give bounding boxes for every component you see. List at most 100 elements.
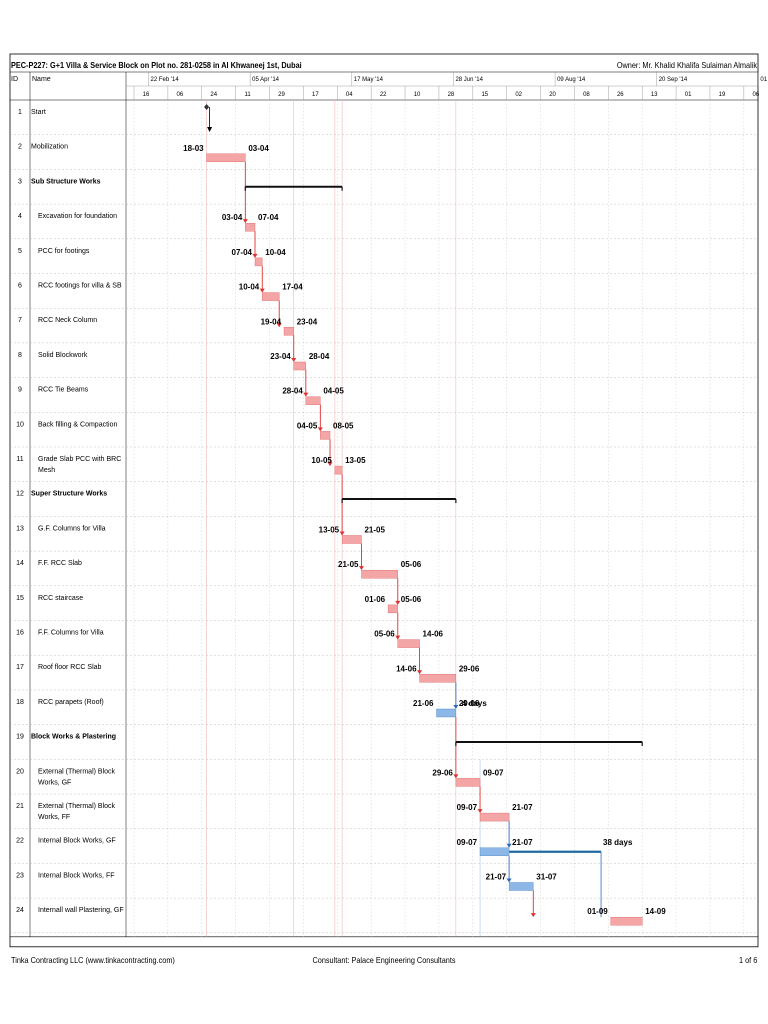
start-date-label: 13-05 — [319, 525, 340, 534]
task-name: Solid Blockwork — [38, 352, 88, 359]
id-column-header: ID — [11, 76, 18, 83]
start-date-label: 05-06 — [374, 630, 395, 639]
critical-task-bar — [397, 639, 420, 648]
task-name: Internal Block Works, FF — [38, 872, 115, 879]
task-name: Mesh — [38, 467, 55, 474]
critical-task-bar — [341, 535, 362, 544]
start-milestone — [204, 104, 210, 110]
task-name: External (Thermal) Block — [38, 803, 116, 810]
start-date-label: 04-05 — [297, 421, 318, 430]
end-date-label: 04-05 — [323, 387, 344, 396]
task-id: 10 — [16, 421, 24, 428]
dependency-arrow — [506, 843, 512, 848]
end-date-label: 21-05 — [364, 525, 385, 534]
dependency-arrow — [453, 704, 459, 709]
day-label: 01 — [685, 92, 692, 98]
day-label: 02 — [515, 92, 522, 98]
month-label: 17 May '14 — [354, 77, 384, 83]
month-label: 28 Jun '14 — [455, 77, 483, 83]
day-label: 20 — [549, 92, 556, 98]
day-label: 24 — [210, 92, 217, 98]
month-label: 20 Sep '14 — [659, 77, 688, 83]
task-name: RCC Tie Beams — [38, 387, 89, 394]
start-date-label: 14-06 — [396, 664, 417, 673]
task-id: 4 — [18, 213, 22, 220]
task-name: Roof floor RCC Slab — [38, 664, 102, 671]
day-label: 10 — [414, 92, 421, 98]
task-name: Internall wall Plastering, GF — [38, 907, 124, 914]
critical-task-bar — [455, 778, 481, 787]
day-label: 15 — [481, 92, 488, 98]
start-date-label: 18-03 — [183, 144, 204, 153]
start-date-label: 03-04 — [222, 213, 243, 222]
task-name: Start — [31, 109, 46, 116]
task-name: RCC Neck Column — [38, 317, 97, 324]
dependency-arrow — [252, 253, 258, 258]
end-date-label: 08-05 — [333, 421, 354, 430]
dependency-arrow — [207, 127, 213, 132]
critical-task-bar — [334, 465, 343, 475]
slack-label: 38 days — [603, 838, 633, 847]
task-name: Works, GF — [38, 779, 71, 786]
task-name: Super Structure Works — [31, 491, 107, 498]
task-name: RCC parapets (Roof) — [38, 699, 104, 706]
task-bar — [436, 708, 457, 718]
dependency-arrow — [317, 427, 323, 432]
task-id: 11 — [16, 456, 23, 463]
critical-task-bar — [305, 396, 321, 405]
task-name: F.F. Columns for Villa — [38, 630, 104, 637]
start-date-label: 21-06 — [413, 699, 434, 708]
end-date-label: 14-09 — [645, 907, 666, 916]
day-label: 16 — [143, 92, 150, 98]
owner-label: Owner: Mr. Khalid Khalifa Sulaiman Almal… — [616, 60, 757, 70]
end-date-label: 28-04 — [309, 352, 330, 361]
task-id: 1 — [18, 109, 22, 116]
task-id: 22 — [16, 838, 24, 845]
day-label: 06 — [177, 92, 184, 98]
start-date-label: 23-04 — [270, 352, 291, 361]
task-id: 21 — [16, 803, 24, 810]
month-label: 05 Apr '14 — [252, 77, 279, 83]
start-date-label: 29-06 — [432, 768, 453, 777]
month-label: 09 Aug '14 — [557, 77, 586, 83]
name-column-header: Name — [32, 76, 51, 83]
critical-task-bar — [283, 327, 294, 336]
start-date-label: 10-05 — [311, 456, 332, 465]
footer-company: Tinka Contracting LLC (www.tinkacontract… — [11, 955, 175, 965]
footer-consultant: Consultant: Palace Engineering Consultan… — [312, 955, 456, 965]
day-label: 11 — [245, 92, 252, 98]
task-name: Internal Block Works, GF — [38, 838, 116, 845]
task-name: RCC staircase — [38, 595, 83, 602]
task-name: F.F. RCC Slab — [38, 560, 82, 567]
day-label: 17 — [312, 92, 319, 98]
task-id: 17 — [16, 664, 24, 671]
task-name: Grade Slab PCC with BRC — [38, 456, 121, 463]
month-label: 22 Feb '14 — [151, 77, 180, 83]
end-date-label: 31-07 — [536, 872, 557, 881]
project-title: PEC-P227: G+1 Villa & Service Block on P… — [11, 60, 302, 70]
dependency-arrow — [291, 357, 297, 362]
task-id: 15 — [16, 595, 24, 602]
critical-task-bar — [206, 153, 246, 162]
slack-label: 4 days — [462, 699, 487, 708]
start-date-label: 01-09 — [587, 907, 608, 916]
task-id: 8 — [18, 352, 22, 359]
critical-task-bar — [254, 257, 263, 267]
task-id: 19 — [16, 734, 24, 741]
month-label: 01 Nov '14 — [760, 77, 768, 83]
day-label: 29 — [278, 92, 285, 98]
dependency-arrow — [327, 462, 333, 467]
task-name: Block Works & Plastering — [31, 734, 116, 741]
end-date-label: 05-06 — [401, 560, 422, 569]
critical-task-bar — [293, 361, 307, 371]
end-date-label: 29-06 — [459, 664, 480, 673]
day-label: 08 — [583, 92, 590, 98]
start-date-label: 09-07 — [457, 838, 478, 847]
task-id: 12 — [16, 491, 24, 498]
end-date-label: 29-06 — [459, 699, 480, 708]
end-date-label: 21-07 — [512, 803, 533, 812]
dependency-arrow — [417, 670, 423, 675]
task-name: Back filling & Compaction — [38, 421, 117, 428]
critical-task-bar — [479, 812, 510, 822]
